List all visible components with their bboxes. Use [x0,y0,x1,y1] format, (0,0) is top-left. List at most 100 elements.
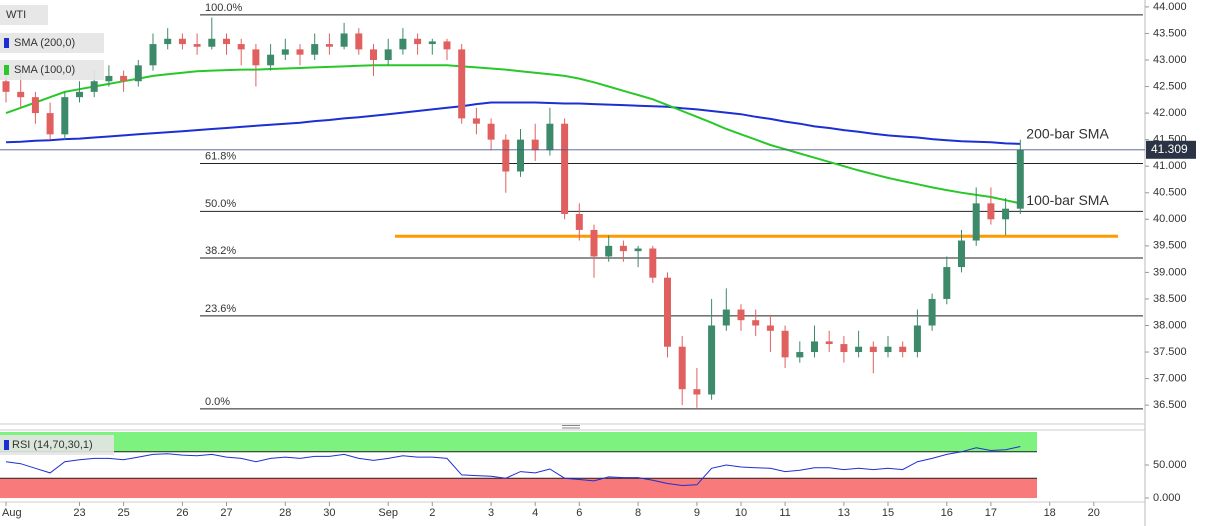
candle-body [1002,208,1010,220]
candle-body [987,203,995,220]
candle-body [664,277,671,347]
candle-body [855,346,863,353]
candle-body [311,44,319,55]
candle-body [355,33,363,50]
candle-body [134,65,142,82]
y-tick-label: 39.500 [1153,240,1187,252]
candle-body [149,44,157,66]
candle-body [252,49,260,66]
legend-label: SMA (200,0) [14,37,75,49]
y-tick-label: 43.500 [1153,27,1187,39]
y-tick-label: 40.000 [1153,213,1187,225]
candle-body [428,41,436,45]
candle-body [958,240,965,268]
x-tick-label: 30 [323,507,335,519]
candle-body [869,346,877,353]
candle-body [90,81,98,92]
x-tick-label: 6 [576,507,582,519]
x-tick-label: 20 [1088,507,1100,519]
overbought-zone [0,432,1037,452]
candle-body [502,139,510,172]
x-tick-label: 23 [73,507,85,519]
candle-body [811,341,818,353]
sma-annotation: 200-bar SMA [1026,126,1109,142]
last-price-label: 41.309 [1151,142,1188,156]
y-tick-label: 42.000 [1153,107,1187,119]
candle-body [458,49,466,119]
candle-body [46,113,54,135]
x-tick-label: 27 [220,507,232,519]
y-tick-label: 44.000 [1153,1,1187,13]
candle-body [766,325,774,331]
candle-body [605,245,613,257]
x-tick-label: 2 [429,507,435,519]
candle-body [193,44,201,47]
x-tick-label: Sep [378,507,398,519]
candle-body [399,38,407,50]
candle-body [928,298,936,326]
candle-body [17,91,25,98]
candle-body [796,352,804,358]
x-tick-label: 8 [635,507,641,519]
candle-body [296,49,304,55]
y-tick-label: 39.000 [1153,266,1187,278]
rsi-y-tick-label: 0.000 [1153,492,1181,504]
y-tick-label: 36.500 [1153,399,1187,411]
candle-body [561,123,569,214]
rsi-y-tick-label: 50.000 [1153,459,1187,471]
y-tick-label: 38.000 [1153,319,1187,331]
legend-box [0,435,114,455]
candle-body [76,91,83,98]
x-tick-label: 15 [882,507,894,519]
candle-body [708,325,716,395]
candle-body [781,330,789,358]
fib-label: 50.0% [205,198,236,210]
candle-body [443,41,451,50]
y-tick-label: 37.500 [1153,346,1187,358]
candle-body [61,97,69,135]
x-tick-label: 10 [735,507,747,519]
legend-swatch [4,38,9,48]
candle-body [281,49,289,55]
candle-body [517,139,524,172]
legend-box [0,60,104,80]
candle-body [178,38,186,45]
candle-body [590,229,598,257]
candle-body [31,97,39,114]
y-tick-label: 41.000 [1153,160,1187,172]
candle-body [208,38,216,47]
candle-body [575,213,583,230]
legend-swatch [4,440,9,450]
candle-body [164,38,172,45]
candle-body [325,44,333,47]
rsi-label: RSI (14,70,30,1) [12,439,93,451]
candle-body [1016,149,1024,209]
y-tick-label: 37.000 [1153,372,1187,384]
chart-title: WTI [6,9,26,21]
rsi-line [5,446,1021,487]
candle-body [722,309,730,326]
candle-body [414,38,422,45]
sma-annotation: 100-bar SMA [1026,192,1109,208]
candle-body [237,44,245,50]
y-tick-label: 40.500 [1153,187,1187,199]
legend-box [0,5,48,25]
y-tick-label: 42.500 [1153,80,1187,92]
candle-body [913,325,921,353]
x-tick-label: 4 [532,507,538,519]
candle-body [649,248,657,278]
legend-swatch [4,65,9,75]
candle-body [384,49,392,60]
x-tick-label: 17 [985,507,997,519]
sma-line [5,101,1021,145]
candle-body [752,320,760,326]
candle-body [943,267,951,299]
candle-body [370,49,377,60]
fib-label: 0.0% [205,396,230,408]
fib-label: 100.0% [205,2,243,14]
oversold-zone [0,478,1037,499]
x-tick-label: 26 [176,507,188,519]
x-tick-label: 18 [1044,507,1056,519]
legend-label: SMA (100,0) [14,64,75,76]
y-tick-label: 43.000 [1153,54,1187,66]
